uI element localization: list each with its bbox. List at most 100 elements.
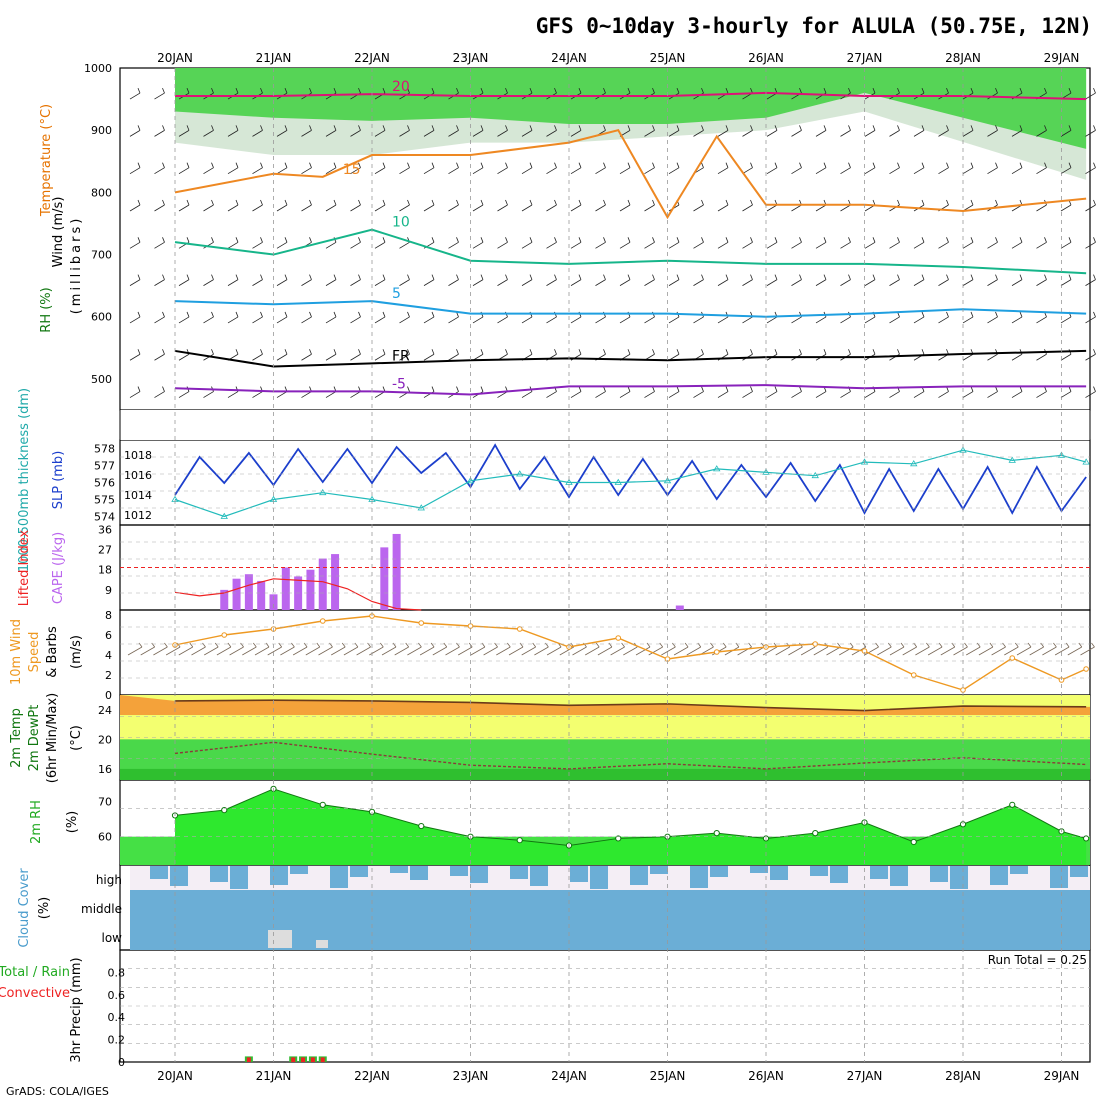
wind10-barb bbox=[648, 642, 664, 656]
cloud-high-bar bbox=[710, 866, 728, 877]
thickness-marker bbox=[614, 478, 622, 485]
thickness-marker bbox=[466, 477, 475, 484]
wind-barb bbox=[644, 199, 655, 212]
wind-barb bbox=[1011, 386, 1023, 398]
precip-label-2: Convective bbox=[0, 986, 70, 1001]
wind-barb bbox=[913, 274, 925, 286]
wind-barb bbox=[644, 237, 655, 249]
wind-barb bbox=[938, 125, 949, 137]
wind10-barb bbox=[661, 642, 676, 656]
wind10-barb bbox=[394, 642, 410, 656]
wind10-barb bbox=[508, 642, 524, 656]
slp-tick: 1016 bbox=[124, 469, 152, 482]
cape-bar bbox=[220, 589, 229, 610]
cloud-high-bar bbox=[890, 866, 908, 886]
wind-barb bbox=[276, 237, 288, 249]
panel-titles: Wind (m/s) Temperature (°C) RH (%) (mill… bbox=[0, 104, 1087, 1063]
wind-barb bbox=[889, 125, 900, 137]
isotherm-FR bbox=[174, 349, 1087, 368]
cloud-high-bar bbox=[170, 866, 188, 886]
wind-barb bbox=[1011, 311, 1023, 324]
cape-bar bbox=[380, 547, 389, 610]
wind-barb bbox=[742, 125, 753, 137]
cape-bar bbox=[392, 533, 401, 610]
wind-barb bbox=[448, 349, 459, 361]
cloud-high-bar bbox=[450, 866, 468, 876]
date-label-top: 20JAN bbox=[157, 51, 193, 65]
cape-bar bbox=[331, 554, 340, 610]
wind-barb bbox=[791, 274, 802, 286]
wind-barb bbox=[717, 237, 729, 249]
wind-barb bbox=[962, 125, 974, 137]
cloud-high-bar bbox=[230, 866, 248, 889]
date-label-top: 23JAN bbox=[453, 51, 489, 65]
wind10-barb bbox=[864, 642, 879, 656]
wind-barb bbox=[546, 162, 557, 175]
wind-barb bbox=[815, 162, 827, 175]
isotherm-label--5: -5 bbox=[392, 376, 406, 392]
wind-barb bbox=[252, 125, 263, 137]
wind-barb bbox=[423, 274, 435, 286]
series-slp bbox=[174, 443, 1087, 515]
wind-barb bbox=[619, 162, 631, 175]
cloud-high-bar bbox=[1070, 866, 1088, 877]
wind-barb bbox=[154, 274, 165, 286]
wind-barb bbox=[962, 274, 974, 286]
wind-barb bbox=[227, 311, 239, 324]
cloud-high-bar bbox=[650, 866, 668, 874]
thickness-tick: 577 bbox=[94, 460, 115, 473]
wind-barb bbox=[374, 237, 386, 249]
wind-barb bbox=[962, 162, 974, 175]
isotherm-20 bbox=[175, 91, 1087, 101]
wind10m-panel bbox=[127, 613, 1095, 693]
wind-barb bbox=[1011, 125, 1023, 137]
precip-conv-bar bbox=[310, 1057, 315, 1062]
wind-barb bbox=[791, 237, 802, 249]
date-label-top: 26JAN bbox=[748, 51, 784, 65]
wind-barb bbox=[644, 125, 655, 137]
wind10-barb bbox=[1016, 642, 1032, 656]
precip-tick: 0.8 bbox=[108, 966, 126, 979]
wind-barb bbox=[766, 237, 778, 249]
wind10-barb bbox=[1029, 642, 1045, 656]
wind-barb bbox=[570, 274, 582, 286]
precip-panel bbox=[244, 1056, 327, 1062]
wind-barb bbox=[913, 125, 925, 137]
wind-barb bbox=[864, 162, 876, 175]
cloud-high-bar bbox=[510, 866, 528, 879]
wind-barb bbox=[374, 199, 386, 212]
grid-lines bbox=[120, 68, 1090, 1062]
wind-barb bbox=[889, 274, 900, 286]
wind-barb bbox=[497, 199, 508, 212]
cloud-level-label-middle: middle bbox=[81, 902, 122, 916]
thickness-marker bbox=[319, 488, 327, 496]
wind10-barb bbox=[1067, 642, 1083, 656]
isotherm-label-15: 15 bbox=[343, 162, 361, 178]
rh2m-point bbox=[1083, 835, 1090, 842]
wind-barb bbox=[203, 311, 214, 324]
wind-barb bbox=[154, 311, 165, 324]
wind-barb bbox=[276, 349, 288, 361]
wind-barb bbox=[472, 237, 484, 249]
credit-label: GrADS: COLA/IGES bbox=[6, 1085, 109, 1098]
thickness-marker bbox=[1008, 456, 1016, 463]
wind-barb bbox=[693, 125, 704, 137]
wind-barb bbox=[472, 162, 484, 175]
wind-barb bbox=[742, 162, 753, 175]
wind10-barb bbox=[140, 642, 156, 656]
wind-barb bbox=[840, 162, 851, 175]
wind-barb bbox=[1011, 237, 1023, 249]
wind-barb bbox=[1085, 237, 1096, 249]
wind-barb bbox=[1060, 274, 1072, 286]
wind-barb bbox=[791, 162, 802, 175]
thickness-marker bbox=[1082, 458, 1090, 465]
precip-conv-bar bbox=[246, 1057, 251, 1062]
wind-barb bbox=[987, 125, 998, 137]
rh2m-point bbox=[516, 837, 523, 844]
thickness-marker bbox=[762, 468, 770, 475]
wind-barb bbox=[252, 199, 263, 212]
wind-barb bbox=[938, 274, 949, 286]
cloud-low-patch bbox=[316, 940, 328, 948]
cloud-label: Cloud Cover bbox=[17, 868, 32, 948]
